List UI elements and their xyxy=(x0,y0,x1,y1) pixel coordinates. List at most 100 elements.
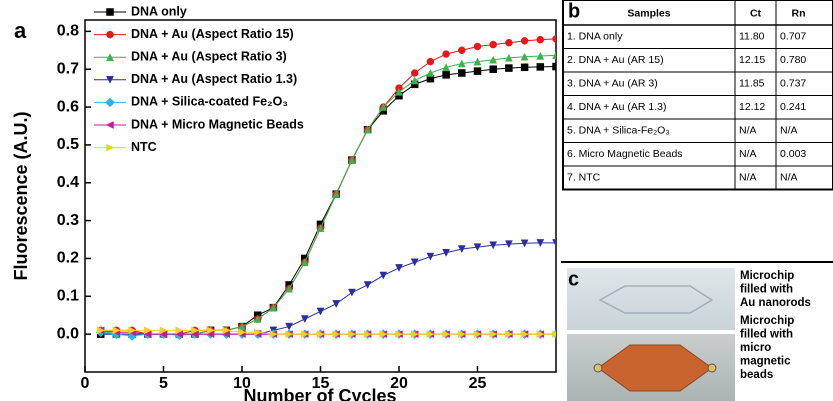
table-cell: 4. DNA + Au (AR 1.3) xyxy=(567,101,667,113)
table-header: Ct xyxy=(750,7,762,19)
marker xyxy=(473,243,482,252)
y-tick-label: 0.6 xyxy=(57,98,79,115)
marker xyxy=(106,143,115,152)
marker xyxy=(458,46,466,55)
marker xyxy=(410,76,419,85)
legend-label: DNA + Micro Magnetic Beads xyxy=(131,117,304,131)
table-cell: 2. DNA + Au (AR 15) xyxy=(567,54,664,66)
legend-label: DNA + Au (Aspect Ratio 1.3) xyxy=(131,72,297,86)
marker xyxy=(285,330,294,339)
marker xyxy=(190,330,199,339)
marker xyxy=(301,330,309,339)
marker xyxy=(473,57,482,66)
marker xyxy=(379,102,388,111)
marker xyxy=(473,42,482,51)
marker xyxy=(410,69,419,77)
marker xyxy=(426,68,435,77)
y-tick-label: 0.1 xyxy=(57,288,79,305)
marker xyxy=(426,57,435,66)
legend-label: NTC xyxy=(131,140,157,154)
marker xyxy=(489,55,498,64)
marker xyxy=(363,125,372,134)
marker xyxy=(96,326,105,335)
marker xyxy=(473,67,482,75)
marker xyxy=(347,155,356,164)
x-tick-label: 5 xyxy=(159,375,168,392)
table-cell: 3. DNA + Au (AR 3) xyxy=(567,78,658,90)
marker xyxy=(489,241,498,250)
x-tick-label: 20 xyxy=(390,375,408,392)
marker xyxy=(426,330,435,339)
table-frame xyxy=(562,0,833,191)
marker xyxy=(520,239,529,248)
marker xyxy=(222,326,231,335)
table-cell: N/A xyxy=(780,125,798,137)
legend-label: DNA + Au (Aspect Ratio 15) xyxy=(131,27,294,41)
marker xyxy=(363,330,372,339)
marker xyxy=(489,40,497,49)
photo-caption: filled with xyxy=(740,329,793,341)
marker xyxy=(489,65,497,73)
marker xyxy=(348,330,356,339)
marker xyxy=(458,330,466,339)
table-cell: 1. DNA only xyxy=(567,31,623,43)
photo-caption: filled with xyxy=(740,284,793,296)
marker xyxy=(175,330,183,339)
marker xyxy=(520,63,529,72)
table-cell: 0.003 xyxy=(780,148,806,160)
marker xyxy=(159,326,168,335)
table-cell: N/A xyxy=(739,172,757,184)
y-tick-label: 0.2 xyxy=(57,250,79,267)
marker xyxy=(105,121,114,129)
table-cell: N/A xyxy=(739,148,757,160)
photo-caption: micro xyxy=(740,342,771,354)
marker xyxy=(473,330,482,339)
marker xyxy=(504,240,513,249)
marker xyxy=(300,315,309,324)
marker xyxy=(143,330,152,339)
x-tick-label: 0 xyxy=(81,375,90,392)
series-line xyxy=(100,329,556,335)
y-tick-label: 0.0 xyxy=(57,325,79,342)
marker xyxy=(106,30,114,39)
marker xyxy=(536,239,545,247)
x-tick-label: 15 xyxy=(312,375,330,392)
marker xyxy=(489,330,498,339)
table-header: Rn xyxy=(792,7,806,19)
marker xyxy=(442,71,450,79)
marker xyxy=(222,330,231,339)
marker xyxy=(112,326,121,335)
marker xyxy=(106,53,114,61)
table-cell: 11.80 xyxy=(739,31,765,43)
plot-area xyxy=(95,35,556,341)
y-tick-label: 0.8 xyxy=(57,23,79,40)
marker xyxy=(442,63,451,72)
table-cell: 7. NTC xyxy=(567,172,601,184)
marker xyxy=(536,63,545,71)
marker xyxy=(442,249,451,257)
table-cell: 12.15 xyxy=(739,54,765,66)
marker xyxy=(395,87,403,96)
marker xyxy=(505,330,513,339)
marker xyxy=(206,326,215,335)
marker xyxy=(379,330,388,339)
table-cell: 11.85 xyxy=(739,78,765,90)
marker xyxy=(300,258,309,266)
marker xyxy=(426,252,435,261)
photo-caption: beads xyxy=(740,369,773,381)
marker xyxy=(457,245,466,254)
legend-label: DNA + Au (Aspect Ratio 3) xyxy=(131,49,287,63)
marker xyxy=(285,322,294,331)
marker xyxy=(395,264,403,272)
photo-port xyxy=(707,363,717,373)
table-cell: N/A xyxy=(739,125,757,137)
marker xyxy=(395,330,404,339)
marker xyxy=(536,51,545,60)
photo-caption: Au nanorods xyxy=(740,297,811,309)
marker xyxy=(253,328,262,337)
legend-label: DNA only xyxy=(131,4,187,18)
marker xyxy=(285,284,294,293)
marker xyxy=(332,190,341,198)
marker xyxy=(316,224,325,232)
